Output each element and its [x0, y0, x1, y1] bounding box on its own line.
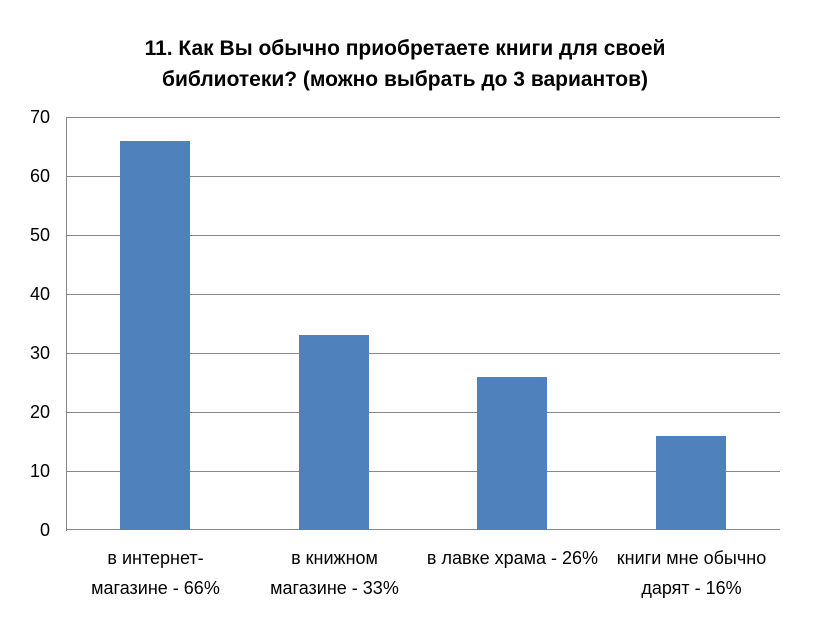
chart-title-line1: 11. Как Вы обычно приобретаете книги для…: [144, 37, 666, 60]
category-label-line: в книжном: [291, 548, 378, 568]
category-label-4: книги мне обычно дарят - 16%: [602, 543, 781, 603]
y-tick-label: 10: [29, 461, 50, 481]
chart-title-line2: библиотеки? (можно выбрать до 3 варианто…: [162, 68, 648, 91]
category-label-3: в лавке храма - 26%: [423, 543, 602, 573]
plot-area: [66, 117, 780, 531]
y-tick-label: 70: [29, 107, 50, 127]
category-label-1: в интернет-магазине - 66%: [66, 543, 245, 603]
x-axis-line: [66, 529, 780, 530]
bar-2: [299, 335, 369, 530]
category-label-line: в интернет-: [107, 548, 204, 568]
gridline: [66, 471, 780, 472]
y-tick-label: 30: [29, 343, 50, 363]
x-axis-category-labels: в интернет-магазине - 66% в книжном магази…: [66, 543, 780, 613]
y-tick-label: 60: [29, 166, 50, 186]
y-axis-tick-labels: 0 10 20 30 40 50 60 70: [0, 0, 50, 624]
y-tick-label: 50: [29, 225, 50, 245]
category-label-line: магазине - 66%: [91, 578, 220, 598]
category-label-line: дарят - 16%: [641, 578, 742, 598]
y-axis-line: [66, 117, 67, 531]
gridline: [66, 353, 780, 354]
gridline: [66, 294, 780, 295]
gridline: [66, 235, 780, 236]
category-label-line: магазине - 33%: [270, 578, 399, 598]
gridline: [66, 412, 780, 413]
category-label-line: в лавке храма - 26%: [426, 548, 599, 568]
bar-1: [120, 141, 190, 530]
y-tick-label: 0: [39, 520, 50, 540]
category-label-line: книги мне обычно: [616, 548, 767, 568]
gridline: [66, 117, 780, 118]
bar-3: [477, 377, 547, 530]
y-tick-label: 40: [29, 284, 50, 304]
y-tick-label: 20: [29, 402, 50, 422]
category-label-2: в книжном магазине - 33%: [245, 543, 424, 603]
gridline: [66, 176, 780, 177]
chart-title: 11. Как Вы обычно приобретаете книги для…: [0, 33, 810, 95]
bar-4: [656, 436, 726, 530]
